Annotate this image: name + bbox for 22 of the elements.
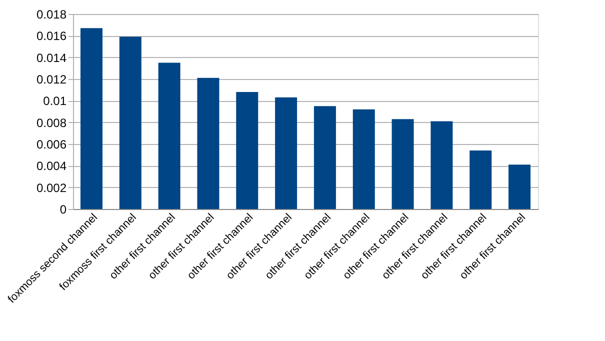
bar xyxy=(158,62,180,209)
bar xyxy=(352,109,375,209)
bar xyxy=(470,150,492,209)
bar xyxy=(314,106,336,209)
bar xyxy=(80,28,102,209)
y-tick-label: 0.018 xyxy=(36,8,67,22)
y-tick-label: 0.01 xyxy=(43,94,67,108)
y-tick-label: 0.014 xyxy=(36,50,67,65)
bar xyxy=(119,36,142,209)
y-tick-label: 0.002 xyxy=(36,180,67,195)
y-tick-label: 0.008 xyxy=(36,116,67,130)
y-tick-label: 0.004 xyxy=(36,159,67,174)
bar xyxy=(197,78,220,209)
y-tick-label: 0.016 xyxy=(36,29,67,44)
y-tick-label: 0 xyxy=(60,202,67,216)
bar xyxy=(430,121,453,209)
bar xyxy=(508,164,531,209)
bar xyxy=(236,92,258,209)
bar xyxy=(392,119,414,209)
bar xyxy=(275,97,298,209)
y-tick-label: 0.006 xyxy=(36,138,67,152)
y-tick-label: 0.012 xyxy=(36,72,67,86)
